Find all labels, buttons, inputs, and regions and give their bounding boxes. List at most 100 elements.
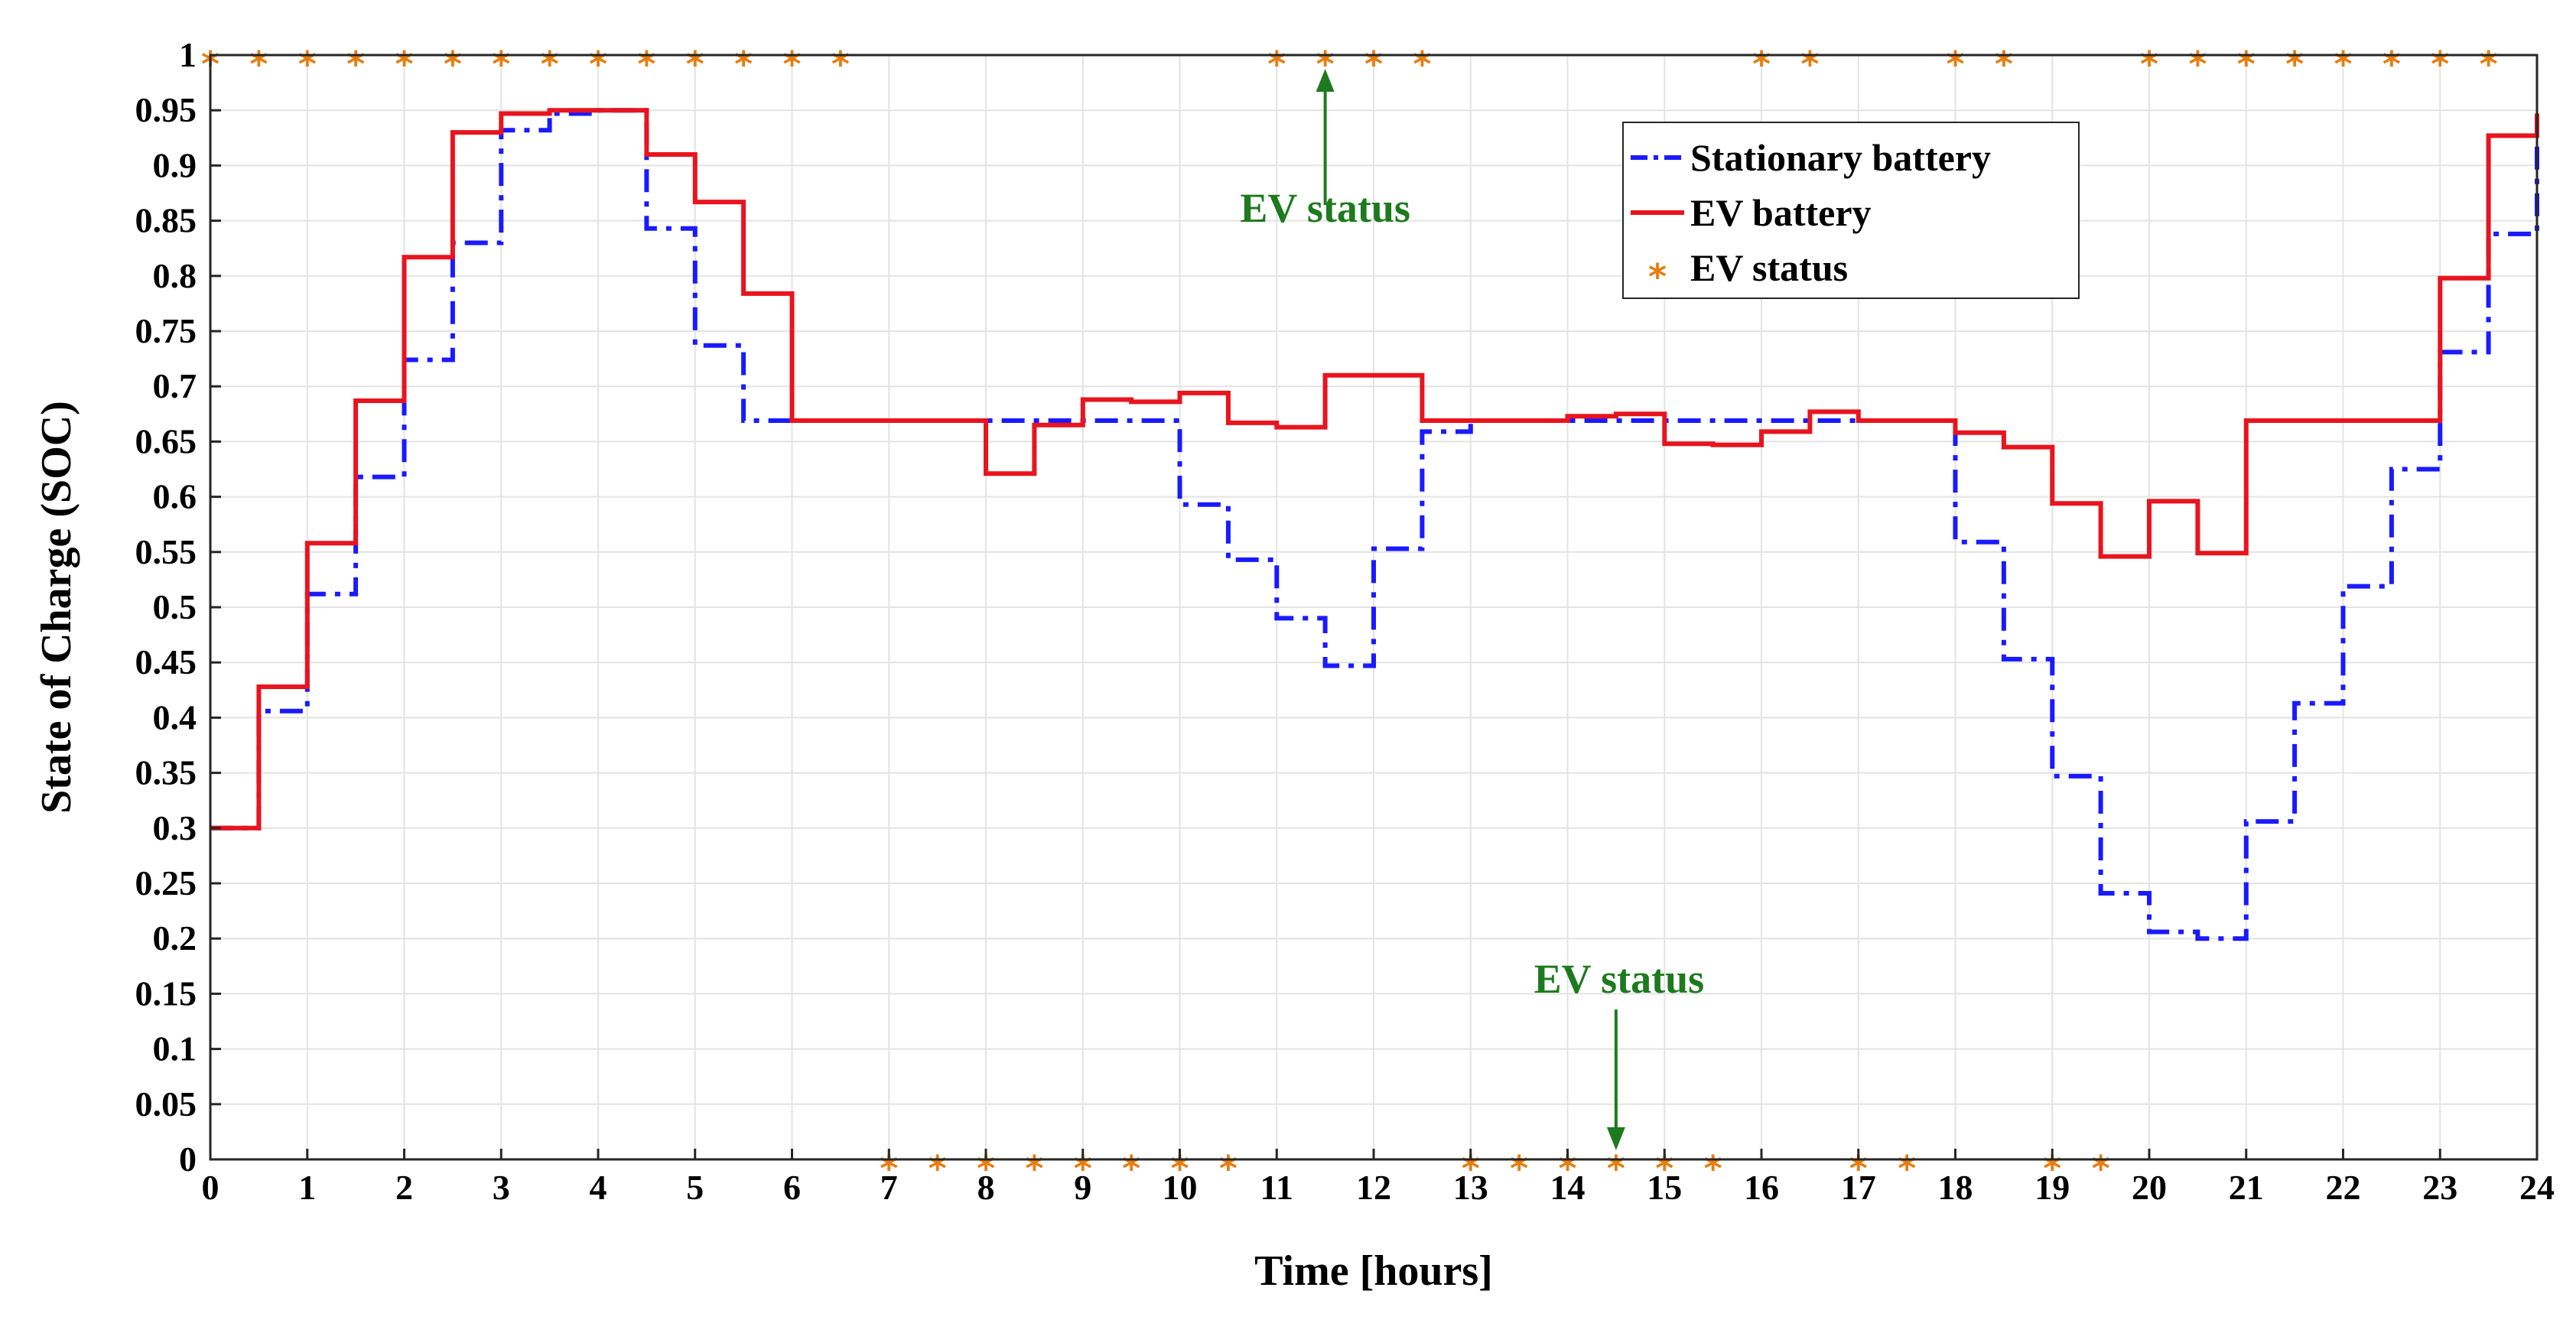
legend-box [1622, 122, 2080, 299]
y-tick-label-5: 0.25 [135, 863, 197, 902]
x-tick-label-4: 4 [590, 1168, 607, 1207]
ev-status-marker-top-4: * [395, 44, 413, 85]
ev-status-marker-top-24: * [2237, 44, 2256, 85]
y-tick-label-1: 0.05 [135, 1084, 197, 1123]
x-tick-label-5: 5 [686, 1168, 704, 1207]
ev-status-marker-top-5: * [444, 44, 462, 85]
ev-status-marker-top-18: * [1752, 44, 1771, 85]
ev-status-marker-top-16: * [1364, 44, 1383, 85]
y-tick-label-16: 0.8 [153, 256, 197, 295]
y-tick-label-13: 0.65 [135, 421, 197, 460]
annotation-label-0: EV status [1240, 185, 1410, 231]
x-axis-ticks: 0 1 2 3 4 5 6 7 8 9 10 11 12 13 14 15 16 17 18 19 20 21 22 23 24 [202, 1149, 2555, 1207]
y-axis-label: State of Charge (SOC) [33, 401, 80, 814]
x-tick-label-0: 0 [202, 1168, 220, 1207]
x-tick-label-1: 1 [298, 1168, 316, 1207]
ev-status-marker-top-25: * [2285, 44, 2304, 85]
annotation-label-1: EV status [1534, 956, 1705, 1002]
x-tick-label-18: 18 [1938, 1168, 1973, 1207]
y-tick-label-9: 0.45 [135, 642, 197, 681]
series-line-1 [210, 108, 2539, 831]
ev-status-marker-top-7: * [541, 44, 559, 85]
grid [210, 54, 2538, 1160]
legend-label-ev: EV battery [1690, 191, 1872, 234]
x-tick-label-2: 2 [395, 1168, 413, 1207]
ev-status-marker-top-2: * [298, 44, 317, 85]
ev-status-marker-bottom-13: * [1704, 1148, 1722, 1189]
ev-status-marker-top-8: * [589, 44, 607, 85]
ev-status-marker-top-20: * [1946, 44, 1964, 85]
legend: Stationary battery EV battery * EV statu… [1622, 122, 2080, 299]
x-tick-label-15: 15 [1647, 1168, 1682, 1207]
x-tick-label-16: 16 [1744, 1168, 1779, 1207]
legend-label-ev-status: EV status [1690, 246, 1848, 289]
ev-status-marker-bottom-17: * [2092, 1148, 2110, 1189]
ev-status-marker-top-29: * [2480, 44, 2498, 85]
ev-status-marker-top-11: * [734, 44, 753, 85]
x-tick-label-9: 9 [1074, 1168, 1091, 1207]
ev-status-marker-top-21: * [1995, 44, 2013, 85]
x-tick-label-20: 20 [2132, 1168, 2167, 1207]
x-tick-label-6: 6 [783, 1168, 801, 1207]
ev-status-marker-top-19: * [1800, 44, 1819, 85]
x-tick-label-11: 11 [1260, 1168, 1293, 1207]
y-tick-label-3: 0.15 [135, 974, 197, 1013]
ev-status-marker-top-23: * [2188, 44, 2207, 85]
y-tick-label-4: 0.2 [153, 918, 197, 957]
x-tick-label-7: 7 [880, 1168, 898, 1207]
ev-status-marker-top-12: * [782, 44, 801, 85]
x-tick-label-3: 3 [493, 1168, 510, 1207]
x-tick-label-23: 23 [2422, 1168, 2457, 1207]
ev-status-marker-bottom-7: * [1219, 1148, 1238, 1189]
y-axis-ticks: 0 0.05 0.1 0.15 0.2 0.25 0.3 0.35 0.4 0.45 0.5 0.55… [135, 35, 221, 1179]
y-tick-label-0: 0 [179, 1140, 197, 1179]
y-tick-label-2: 0.1 [153, 1029, 197, 1068]
y-tick-label-19: 0.95 [135, 90, 197, 129]
ev-status-marker-top-17: * [1413, 44, 1431, 85]
y-tick-label-20: 1 [179, 35, 197, 74]
ev-status-marker-top-1: * [249, 44, 268, 85]
y-tick-label-8: 0.4 [153, 697, 197, 736]
annotations: EV status EV status [1240, 69, 1704, 1150]
x-tick-label-19: 19 [2034, 1168, 2070, 1207]
ev-status-marker-top-13: * [831, 44, 850, 85]
ev-status-marker-bottom-1: * [929, 1148, 947, 1189]
ev-status-marker-top-9: * [637, 44, 655, 85]
ev-status-marker-bottom-9: * [1510, 1148, 1528, 1189]
x-tick-label-13: 13 [1453, 1168, 1488, 1207]
ev-status-marker-bottom-15: * [1898, 1148, 1916, 1189]
ev-status-markers: * * * * * * * * * * * * * * * * * * * * * * * * * * * * * ** * * * * * * * * *… [201, 44, 2498, 1189]
x-tick-label-24: 24 [2519, 1168, 2555, 1207]
legend-label-stationary: Stationary battery [1690, 136, 1991, 179]
ev-status-marker-bottom-5: * [1122, 1148, 1140, 1189]
ev-status-marker-top-6: * [492, 44, 510, 85]
y-tick-label-18: 0.9 [153, 145, 197, 184]
ev-status-marker-top-27: * [2382, 44, 2401, 85]
x-tick-label-21: 21 [2229, 1168, 2264, 1207]
y-tick-label-6: 0.3 [153, 808, 197, 847]
y-tick-label-12: 0.6 [153, 477, 197, 516]
x-tick-label-22: 22 [2326, 1168, 2361, 1207]
ev-status-marker-bottom-3: * [1025, 1148, 1043, 1189]
x-tick-label-14: 14 [1550, 1168, 1586, 1207]
ev-status-marker-top-14: * [1267, 44, 1286, 85]
series-line-0 [210, 108, 2539, 941]
x-tick-label-17: 17 [1841, 1168, 1876, 1207]
x-tick-label-8: 8 [977, 1168, 995, 1207]
y-tick-label-17: 0.85 [135, 201, 197, 240]
y-tick-label-14: 0.7 [153, 366, 197, 405]
series-layer [210, 108, 2539, 941]
ev-status-marker-top-28: * [2431, 44, 2449, 85]
x-tick-label-12: 12 [1356, 1168, 1391, 1207]
ev-status-marker-top-3: * [346, 44, 365, 85]
y-tick-label-7: 0.35 [135, 753, 197, 792]
ev-status-marker-top-26: * [2334, 44, 2352, 85]
annotation-arrow-head-0 [1316, 69, 1335, 92]
x-tick-label-10: 10 [1163, 1168, 1198, 1207]
y-tick-label-15: 0.75 [135, 311, 197, 350]
ev-status-marker-top-22: * [2140, 44, 2158, 85]
x-axis-label: Time [hours] [1254, 1247, 1493, 1295]
ev-status-marker-bottom-11: * [1607, 1148, 1625, 1189]
